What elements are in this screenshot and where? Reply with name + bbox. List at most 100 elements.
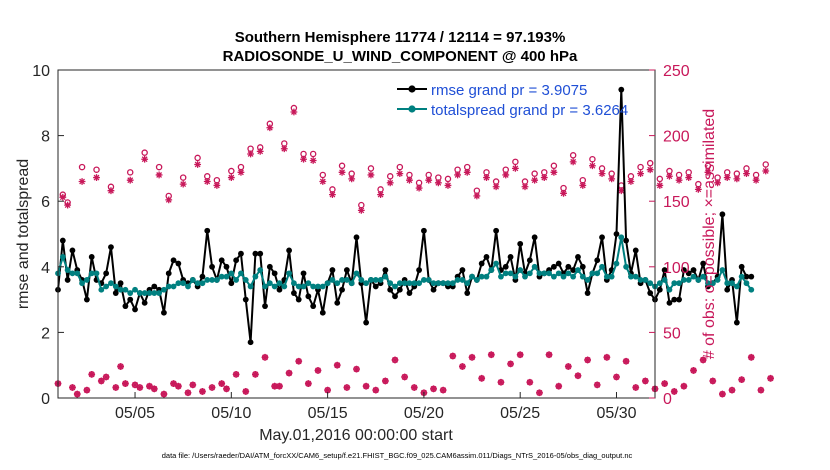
- totalspread-point: [127, 290, 134, 296]
- obs-assimilated-point: [73, 390, 81, 398]
- obs-assimilated-point: [227, 174, 235, 181]
- totalspread-point: [440, 280, 447, 287]
- totalspread-point: [483, 273, 490, 280]
- obs-assimilated-point: [444, 182, 452, 189]
- totalspread-point: [377, 277, 384, 283]
- totalspread-point: [300, 283, 307, 290]
- totalspread-point: [88, 270, 95, 277]
- totalspread-point: [671, 280, 678, 287]
- obs-assimilated-point: [247, 150, 254, 158]
- obs-possible-point: [396, 163, 404, 171]
- rmse-point: [291, 290, 297, 296]
- obs-assimilated-point: [536, 389, 543, 397]
- obs-assimilated-point: [743, 170, 750, 178]
- obs-possible-point: [141, 149, 148, 156]
- rmse-point: [493, 227, 500, 234]
- obs-assimilated-point: [521, 183, 529, 191]
- rmse-point: [218, 257, 225, 264]
- right-tick-label: 200: [663, 129, 690, 146]
- obs-assimilated-point: [386, 179, 394, 187]
- totalspread-point: [228, 270, 235, 277]
- obs-assimilated-point: [473, 192, 481, 200]
- obs-assimilated-point: [256, 147, 264, 155]
- rmse-point: [242, 296, 249, 303]
- obs-assimilated-point: [300, 155, 307, 163]
- obs-assimilated-point: [232, 370, 240, 378]
- rmse-point: [238, 250, 244, 257]
- totalspread-point: [445, 280, 451, 287]
- totalspread-point: [541, 270, 548, 277]
- totalspread-point: [666, 286, 673, 293]
- totalspread-point: [194, 280, 201, 287]
- obs-assimilated-point: [189, 381, 197, 389]
- obs-assimilated-point: [199, 388, 206, 395]
- obs-assimilated-point: [550, 168, 558, 176]
- right-tick-label: 150: [663, 194, 690, 211]
- legend-spread-marker: [408, 105, 416, 113]
- totalspread-point: [637, 277, 644, 283]
- rmse-point: [685, 270, 692, 277]
- obs-possible-point: [155, 163, 163, 171]
- totalspread-point: [295, 283, 302, 290]
- obs-assimilated-point: [285, 369, 293, 377]
- obs-possible-point: [531, 170, 538, 177]
- x-tick-label: 05/30: [596, 405, 636, 422]
- obs-possible-point: [675, 171, 683, 179]
- rmse-point: [310, 303, 317, 310]
- obs-assimilated-point: [271, 382, 279, 390]
- totalspread-point: [348, 280, 355, 287]
- obs-assimilated-point: [377, 191, 384, 199]
- obs-assimilated-point: [93, 174, 100, 181]
- totalspread-point: [560, 273, 567, 280]
- totalspread-point: [165, 283, 172, 290]
- totalspread-point: [570, 273, 577, 280]
- obs-assimilated-point: [304, 380, 312, 387]
- totalspread-point: [656, 280, 663, 287]
- obs-assimilated-point: [410, 384, 418, 391]
- rmse-point: [507, 254, 514, 260]
- obs-assimilated-point: [516, 351, 524, 359]
- obs-assimilated-point: [459, 363, 466, 370]
- obs-assimilated-point: [627, 178, 635, 185]
- rmse-point: [300, 270, 307, 277]
- totalspread-point: [425, 277, 432, 283]
- totalspread-point: [459, 277, 466, 283]
- totalspread-point: [185, 283, 191, 290]
- legend-spread-label: totalspread grand pr = 3.6264: [431, 102, 628, 119]
- rmse-point: [661, 267, 668, 273]
- totalspread-point: [421, 277, 427, 283]
- obs-assimilated-point: [675, 176, 683, 184]
- rmse-point: [334, 299, 341, 306]
- obs-assimilated-point: [208, 384, 216, 391]
- obs-possible-point: [723, 169, 731, 176]
- totalspread-point: [339, 277, 345, 283]
- totalspread-point: [108, 280, 114, 287]
- obs-assimilated-point: [569, 158, 577, 166]
- obs-assimilated-point: [141, 155, 149, 163]
- rmse-point: [406, 290, 413, 296]
- left-tick-label: 4: [41, 260, 50, 277]
- obs-possible-point: [569, 152, 577, 159]
- rmse-point: [483, 254, 490, 260]
- totalspread-point: [247, 283, 254, 290]
- totalspread-point: [565, 270, 572, 277]
- obs-assimilated-point: [266, 124, 274, 132]
- totalspread-point: [435, 280, 442, 287]
- y-axis-label: rmse and totalspread: [15, 159, 32, 309]
- rmse-point: [666, 299, 673, 306]
- rmse-point: [343, 267, 350, 273]
- obs-assimilated-point: [526, 378, 534, 386]
- obs-assimilated-point: [555, 382, 563, 390]
- totalspread-point: [416, 280, 422, 287]
- obs-assimilated-point: [714, 179, 721, 187]
- totalspread-point: [59, 254, 66, 260]
- rmse-point: [112, 290, 119, 296]
- right-tick-label: 100: [663, 260, 690, 277]
- totalspread-point: [512, 273, 519, 280]
- rmse-point: [396, 286, 403, 293]
- obs-assimilated-point: [767, 374, 774, 382]
- totalspread-point: [628, 273, 634, 280]
- obs-assimilated-point: [131, 381, 139, 389]
- rmse-point: [353, 234, 360, 241]
